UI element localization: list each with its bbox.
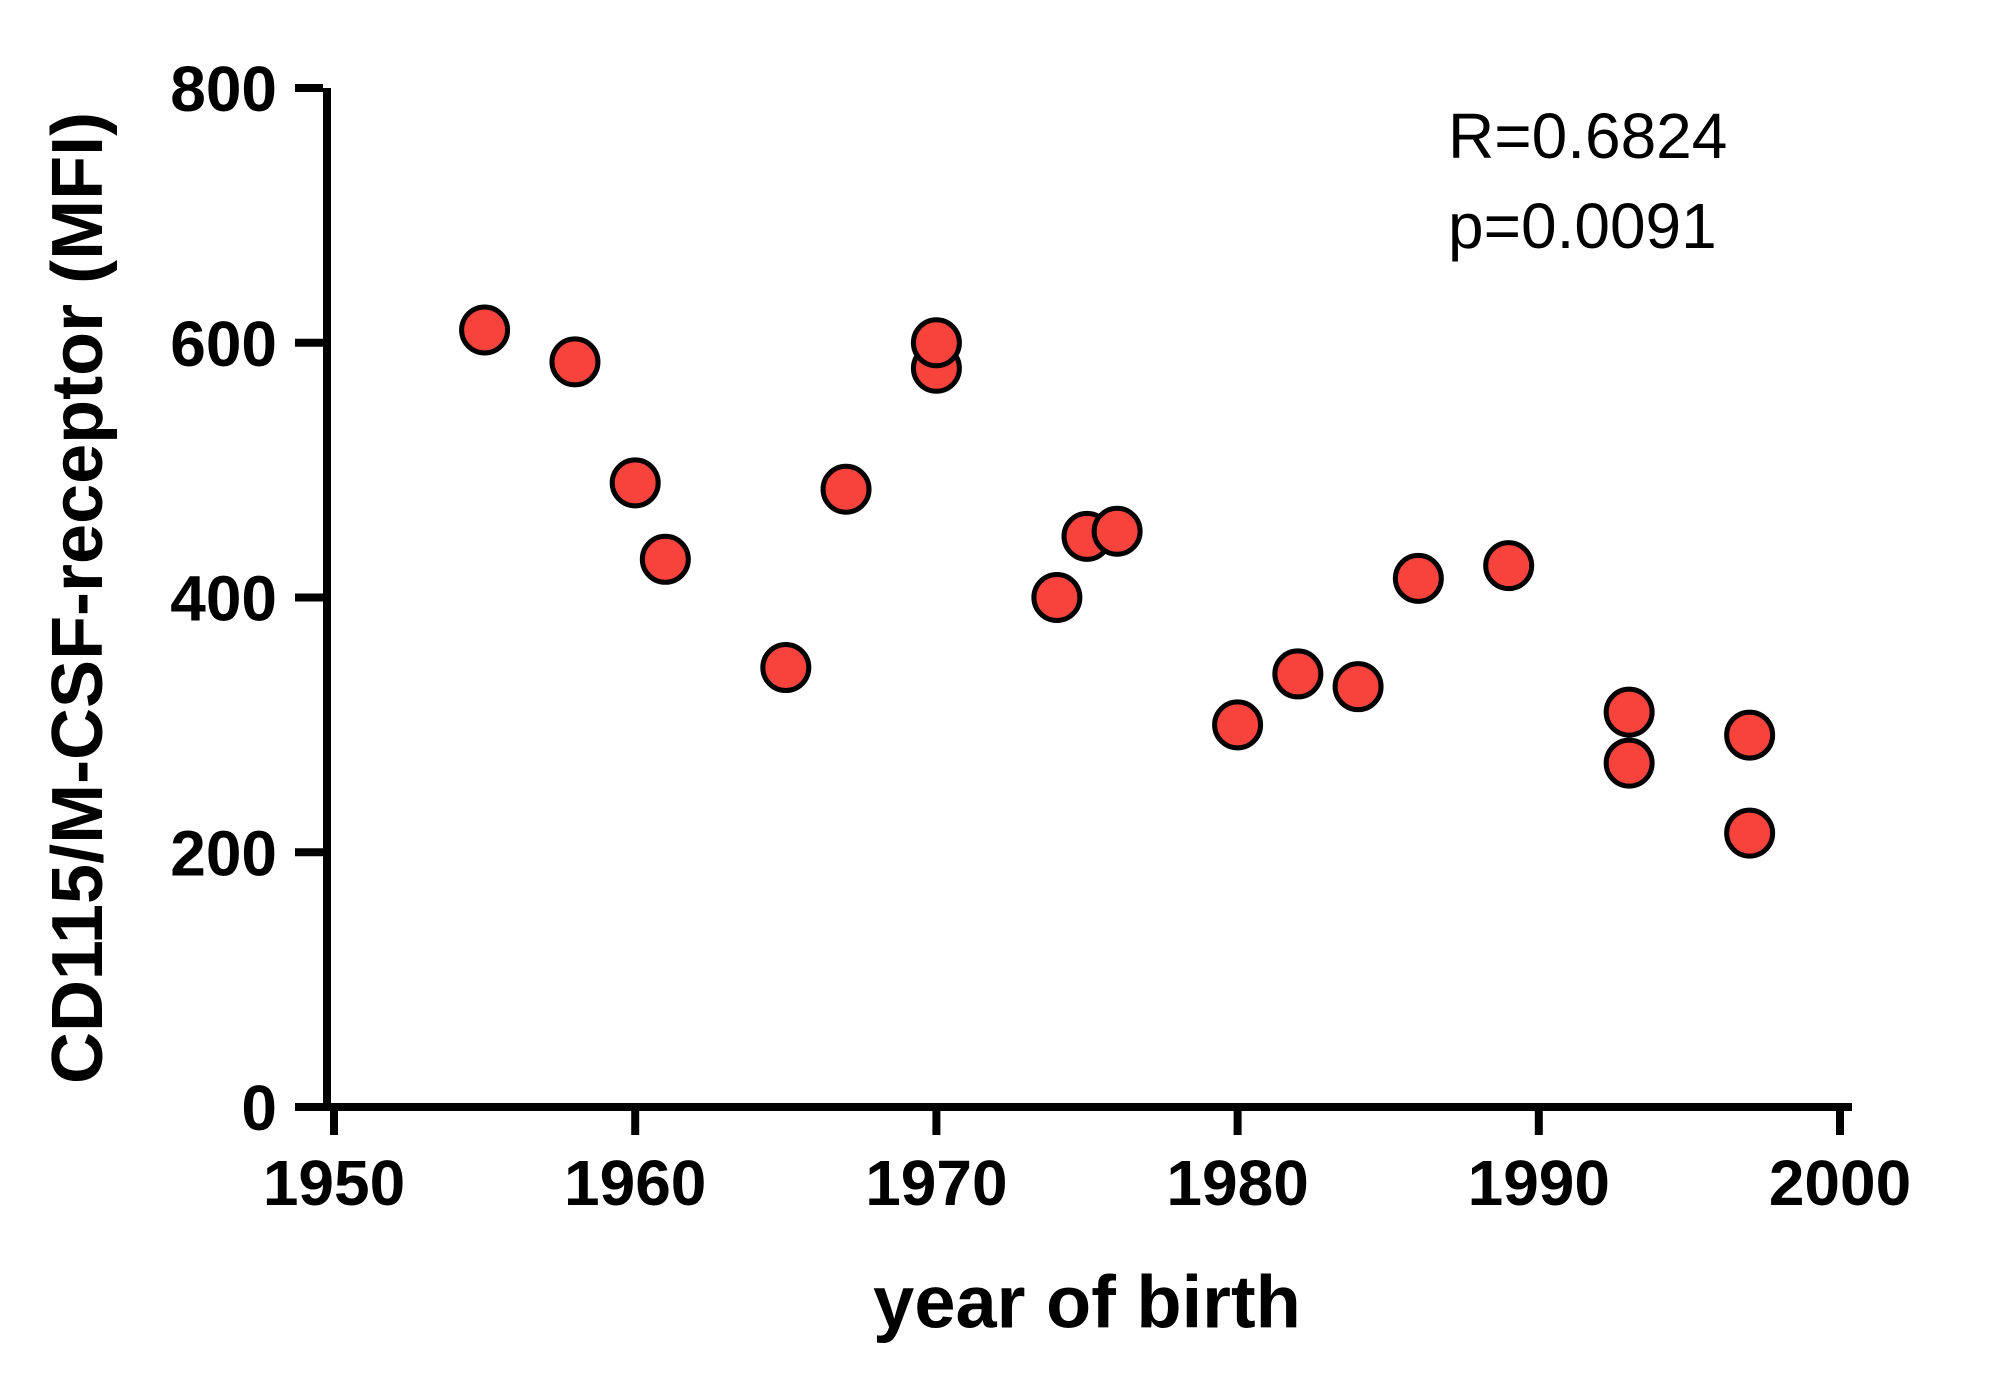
y-axis-title: CD115/M-CSF-receptor (MFI) [38, 111, 118, 1085]
x-tick-label: 1970 [865, 1147, 1007, 1219]
data-point [1603, 737, 1655, 789]
x-tick-label: 1980 [1166, 1147, 1308, 1219]
data-point [639, 533, 691, 585]
data-point [760, 642, 812, 694]
data-point [1091, 505, 1143, 557]
data-point [609, 457, 661, 509]
data-point [1272, 648, 1324, 700]
y-tick-label: 800 [170, 53, 277, 125]
data-point [1603, 686, 1655, 738]
data-point [820, 463, 872, 515]
data-point [549, 336, 601, 388]
x-tick-label: 1990 [1468, 1147, 1610, 1219]
data-point [1212, 699, 1264, 751]
p-value-text: p=0.0091 [1448, 189, 1717, 262]
data-point [1332, 661, 1384, 713]
data-point [1031, 572, 1083, 623]
data-point [1724, 709, 1776, 761]
x-tick-label: 2000 [1769, 1147, 1911, 1219]
x-axis-title: year of birth [873, 1260, 1301, 1344]
x-tick-label: 1960 [564, 1147, 706, 1219]
y-tick-label: 400 [170, 563, 277, 635]
data-point [1392, 552, 1444, 604]
r-value-text: R=0.6824 [1448, 100, 1728, 172]
data-point [459, 304, 511, 356]
y-tick-label: 0 [241, 1072, 277, 1144]
data-point [1724, 807, 1776, 859]
x-tick-label: 1950 [263, 1147, 405, 1219]
data-point [1483, 540, 1535, 592]
y-tick-label: 600 [170, 308, 277, 380]
y-tick-label: 200 [170, 817, 277, 889]
data-point [910, 317, 962, 369]
stats-annotation: R=0.6824 p=0.0091 [1448, 92, 1727, 271]
